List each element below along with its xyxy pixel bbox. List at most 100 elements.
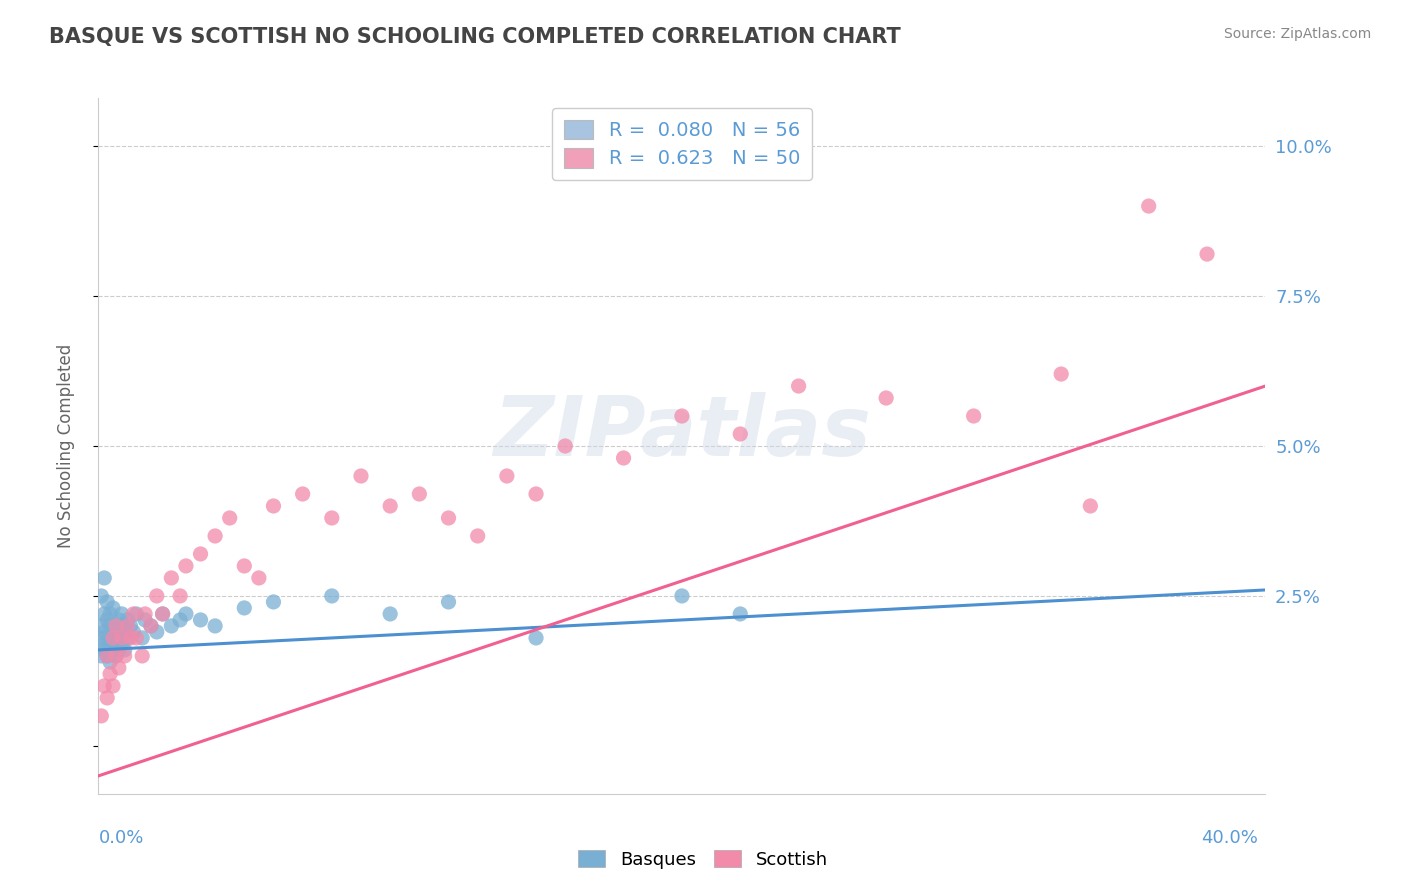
Point xyxy=(262,499,284,513)
Point xyxy=(108,613,131,627)
Point xyxy=(114,624,136,639)
Point xyxy=(169,613,191,627)
Point xyxy=(90,619,112,633)
Point xyxy=(104,648,127,663)
Point xyxy=(378,607,402,621)
Text: Source: ZipAtlas.com: Source: ZipAtlas.com xyxy=(1223,27,1371,41)
Point xyxy=(108,643,131,657)
Point xyxy=(467,529,489,543)
Point xyxy=(98,667,121,681)
Point xyxy=(93,643,115,657)
Point xyxy=(125,607,148,621)
Point xyxy=(111,607,134,621)
Point xyxy=(101,679,124,693)
Point xyxy=(146,624,169,639)
Point xyxy=(1137,199,1160,213)
Point xyxy=(146,589,169,603)
Point xyxy=(93,607,115,621)
Point xyxy=(93,571,115,585)
Point xyxy=(96,643,118,657)
Point xyxy=(111,631,134,645)
Point xyxy=(104,619,127,633)
Point xyxy=(152,607,174,621)
Point xyxy=(291,487,314,501)
Point xyxy=(152,607,174,621)
Point xyxy=(108,661,131,675)
Point xyxy=(139,619,162,633)
Point xyxy=(218,511,240,525)
Point xyxy=(96,690,118,705)
Point xyxy=(671,409,693,423)
Text: 0.0%: 0.0% xyxy=(98,829,143,847)
Point xyxy=(262,595,284,609)
Point xyxy=(160,571,183,585)
Point xyxy=(125,631,148,645)
Point xyxy=(120,631,142,645)
Text: BASQUE VS SCOTTISH NO SCHOOLING COMPLETED CORRELATION CHART: BASQUE VS SCOTTISH NO SCHOOLING COMPLETE… xyxy=(49,27,901,46)
Point xyxy=(378,499,402,513)
Point xyxy=(524,631,547,645)
Point xyxy=(1080,499,1102,513)
Point xyxy=(96,613,118,627)
Point xyxy=(101,643,124,657)
Point xyxy=(104,648,127,663)
Point xyxy=(122,624,145,639)
Point xyxy=(728,427,751,442)
Point xyxy=(1050,367,1073,381)
Point xyxy=(90,709,112,723)
Point xyxy=(90,648,112,663)
Legend: Basques, Scottish: Basques, Scottish xyxy=(571,843,835,876)
Point xyxy=(671,589,693,603)
Point xyxy=(117,613,139,627)
Point xyxy=(114,648,136,663)
Point xyxy=(122,607,145,621)
Point xyxy=(93,679,115,693)
Point xyxy=(131,648,153,663)
Point xyxy=(104,619,127,633)
Point xyxy=(160,619,183,633)
Point xyxy=(204,529,226,543)
Point xyxy=(787,379,810,393)
Point xyxy=(437,595,460,609)
Point xyxy=(134,607,156,621)
Point xyxy=(174,607,197,621)
Point xyxy=(90,589,112,603)
Point xyxy=(101,624,124,639)
Legend: R =  0.080   N = 56, R =  0.623   N = 50: R = 0.080 N = 56, R = 0.623 N = 50 xyxy=(553,108,811,180)
Y-axis label: No Schooling Completed: No Schooling Completed xyxy=(56,344,75,548)
Point xyxy=(169,589,191,603)
Point xyxy=(1195,247,1218,261)
Text: ZIPatlas: ZIPatlas xyxy=(494,392,870,473)
Point xyxy=(174,558,197,573)
Point xyxy=(96,648,118,663)
Point xyxy=(134,613,156,627)
Point xyxy=(120,619,142,633)
Point xyxy=(321,511,343,525)
Point xyxy=(90,631,112,645)
Text: 40.0%: 40.0% xyxy=(1202,829,1258,847)
Point xyxy=(204,619,226,633)
Point xyxy=(96,648,118,663)
Point xyxy=(101,601,124,615)
Point xyxy=(190,547,212,561)
Point xyxy=(108,631,131,645)
Point xyxy=(114,643,136,657)
Point xyxy=(190,613,212,627)
Point xyxy=(408,487,430,501)
Point xyxy=(98,655,121,669)
Point xyxy=(495,469,517,483)
Point xyxy=(93,624,115,639)
Point xyxy=(98,619,121,633)
Point xyxy=(101,631,124,645)
Point xyxy=(233,601,256,615)
Point xyxy=(612,450,634,465)
Point xyxy=(104,637,127,651)
Point xyxy=(524,487,547,501)
Point xyxy=(117,631,139,645)
Point xyxy=(233,558,256,573)
Point xyxy=(350,469,373,483)
Point xyxy=(117,619,139,633)
Point xyxy=(93,637,115,651)
Point xyxy=(728,607,751,621)
Point xyxy=(962,409,984,423)
